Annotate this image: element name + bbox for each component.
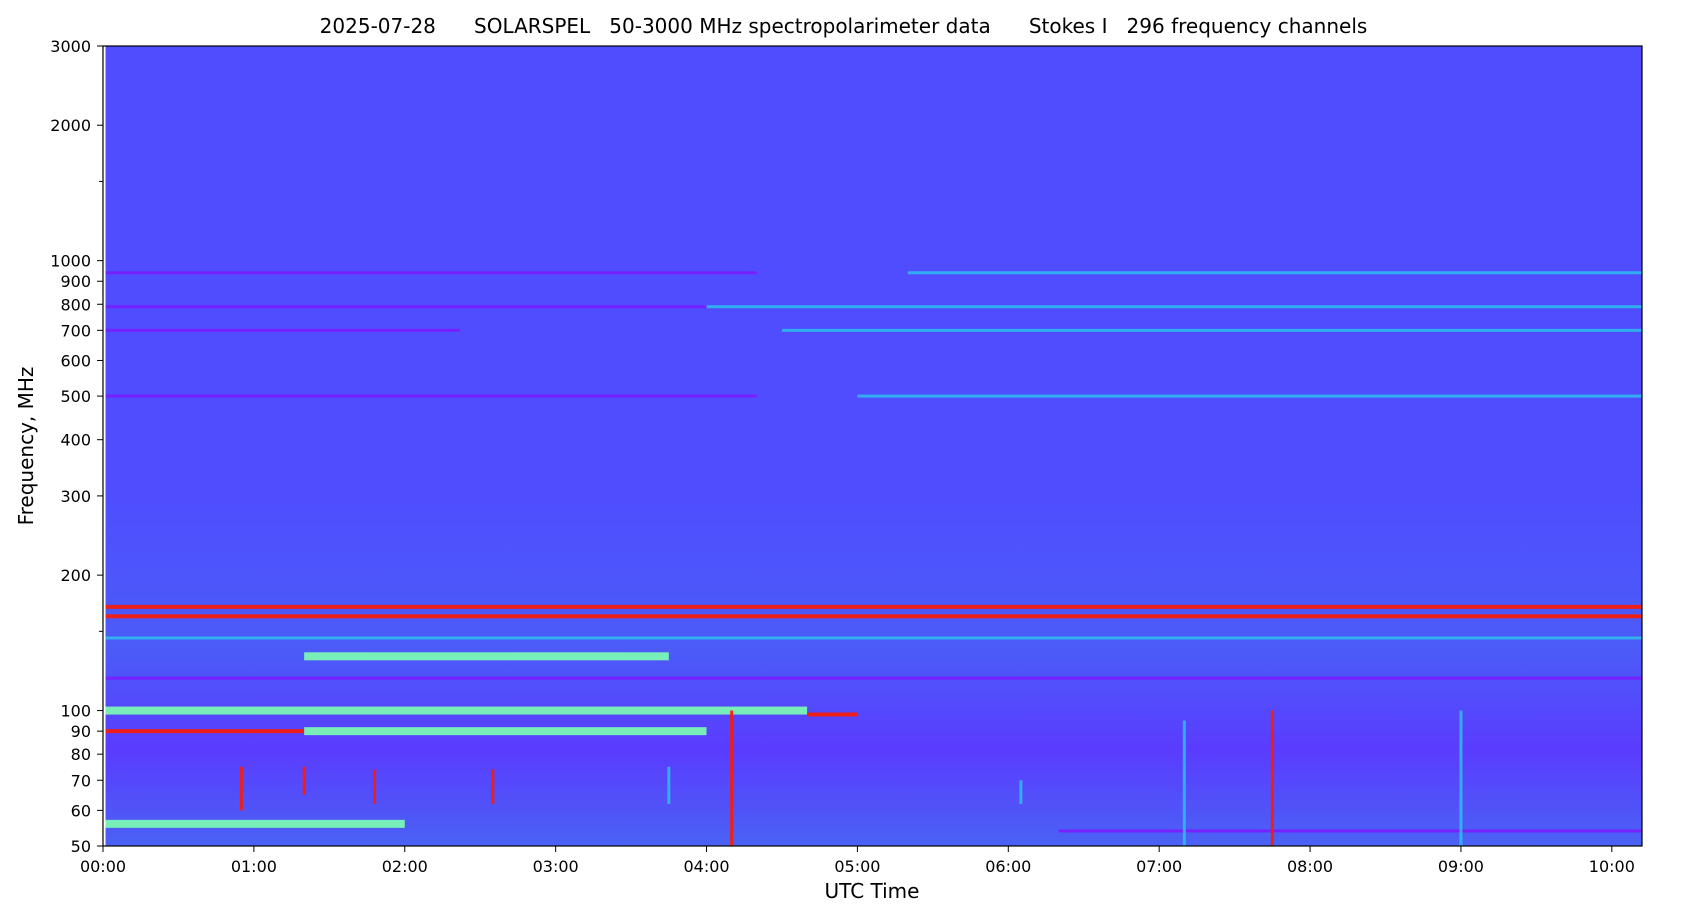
emission-band xyxy=(907,271,1642,275)
plot-frame xyxy=(102,45,1643,847)
y-tick-label: 60 xyxy=(71,801,91,820)
emission-band xyxy=(105,305,707,309)
y-tick-label: 500 xyxy=(60,387,91,406)
spectrogram-features xyxy=(105,271,1643,846)
x-tick-label: 07:00 xyxy=(1136,857,1182,876)
x-tick-label: 06:00 xyxy=(985,857,1031,876)
radio-burst xyxy=(239,766,243,811)
y-tick-label: 800 xyxy=(60,295,91,314)
emission-band xyxy=(304,727,707,736)
y-tick-label: 300 xyxy=(60,487,91,506)
radio-burst xyxy=(667,766,671,804)
emission-band xyxy=(105,604,1643,609)
y-tick-label: 100 xyxy=(60,702,91,721)
y-tick-label: 80 xyxy=(71,745,91,764)
emission-band xyxy=(105,636,1643,640)
emission-band xyxy=(105,328,461,332)
emission-band xyxy=(105,729,305,734)
x-tick-label: 03:00 xyxy=(533,857,579,876)
x-tick-label: 09:00 xyxy=(1438,857,1484,876)
x-tick-label: 01:00 xyxy=(231,857,277,876)
y-tick-label: 70 xyxy=(71,771,91,790)
radio-burst xyxy=(1019,780,1023,804)
emission-band xyxy=(807,712,858,717)
radio-burst xyxy=(491,769,495,804)
radio-burst xyxy=(1270,710,1274,846)
emission-band xyxy=(304,652,669,661)
x-tick-label: 08:00 xyxy=(1287,857,1333,876)
y-tick-label: 1000 xyxy=(50,252,91,271)
x-tick-label: 02:00 xyxy=(382,857,428,876)
x-tick-label: 05:00 xyxy=(834,857,880,876)
emission-band xyxy=(105,676,1643,680)
radio-burst xyxy=(373,769,377,804)
spectrogram-field xyxy=(105,46,1643,846)
emission-band xyxy=(105,271,757,275)
emission-band xyxy=(706,305,1642,309)
radio-burst xyxy=(1459,710,1463,846)
y-tick-label: 600 xyxy=(60,351,91,370)
y-tick-label: 3000 xyxy=(50,37,91,56)
radio-burst xyxy=(1182,720,1186,846)
x-tick-label: 10:00 xyxy=(1589,857,1635,876)
axes: 00:00 01:00 02:00 03:00 04:00 05:00 06:00 07:00… xyxy=(50,37,1635,876)
y-tick-label: 2000 xyxy=(50,116,91,135)
emission-band xyxy=(781,328,1642,332)
x-tick-label: 00:00 xyxy=(80,857,126,876)
radio-burst xyxy=(302,766,306,795)
y-tick-label: 400 xyxy=(60,431,91,450)
y-tick-label: 50 xyxy=(71,837,91,856)
chart-title: 2025-07-28 SOLARSPEL 50-3000 MHz spectro… xyxy=(319,14,1368,38)
emission-band xyxy=(1058,829,1642,833)
emission-band xyxy=(105,819,405,828)
x-axis-label: UTC Time xyxy=(825,879,920,903)
y-tick-label: 200 xyxy=(60,566,91,585)
emission-band xyxy=(857,394,1642,398)
x-tick-label: 04:00 xyxy=(683,857,729,876)
y-tick-label: 700 xyxy=(60,321,91,340)
emission-band xyxy=(105,614,1643,619)
radio-burst xyxy=(730,710,734,846)
emission-band xyxy=(105,394,757,398)
emission-band xyxy=(105,706,808,715)
y-tick-label: 900 xyxy=(60,272,91,291)
y-axis-label: Frequency, MHz xyxy=(14,367,38,526)
y-tick-label: 90 xyxy=(71,722,91,741)
